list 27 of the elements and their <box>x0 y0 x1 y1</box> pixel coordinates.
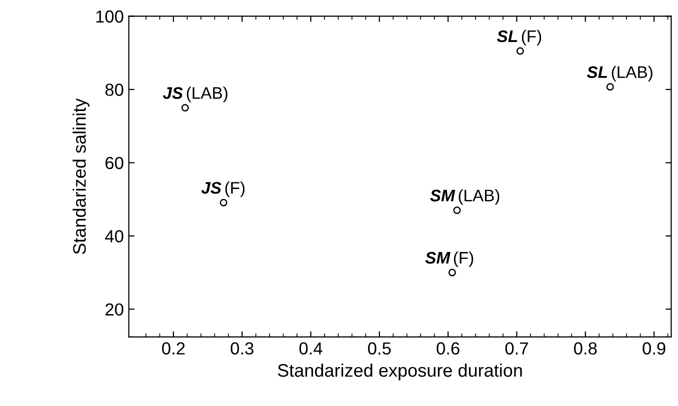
x-tick-label: 0.7 <box>505 342 528 355</box>
annotation: SM (F) <box>425 251 474 267</box>
y-tick-label: 20 <box>106 303 124 316</box>
point <box>181 104 189 112</box>
x-tick-label: 0.8 <box>574 342 597 355</box>
point <box>220 198 228 206</box>
x-tick-label: 0.9 <box>642 342 666 355</box>
annotation: SL (LAB) <box>586 66 652 82</box>
annotation: JS (LAB) <box>162 86 228 102</box>
annotation: SL (F) <box>496 30 542 46</box>
y-tick-label: 60 <box>106 156 124 170</box>
annotation: JS (F) <box>201 182 245 198</box>
y-tick-label: 40 <box>105 230 124 242</box>
y-tick-label: 80 <box>105 84 124 96</box>
x-tick-label: 0.6 <box>436 342 460 355</box>
x-axis-title: Standarized exposure duration <box>278 364 522 380</box>
point <box>448 268 456 276</box>
x-tick-label: 0.5 <box>368 342 391 355</box>
x-tick-label: 0.2 <box>162 342 185 355</box>
annotation: SM (LAB) <box>430 189 500 205</box>
x-tick-label: 0.3 <box>230 342 254 355</box>
x-tick-label: 0.4 <box>299 342 322 355</box>
point <box>453 206 461 214</box>
y-axis-title: Standarized salinity <box>72 98 90 254</box>
point <box>606 83 614 91</box>
y-tick-label: 100 <box>96 10 124 23</box>
point <box>516 47 524 55</box>
